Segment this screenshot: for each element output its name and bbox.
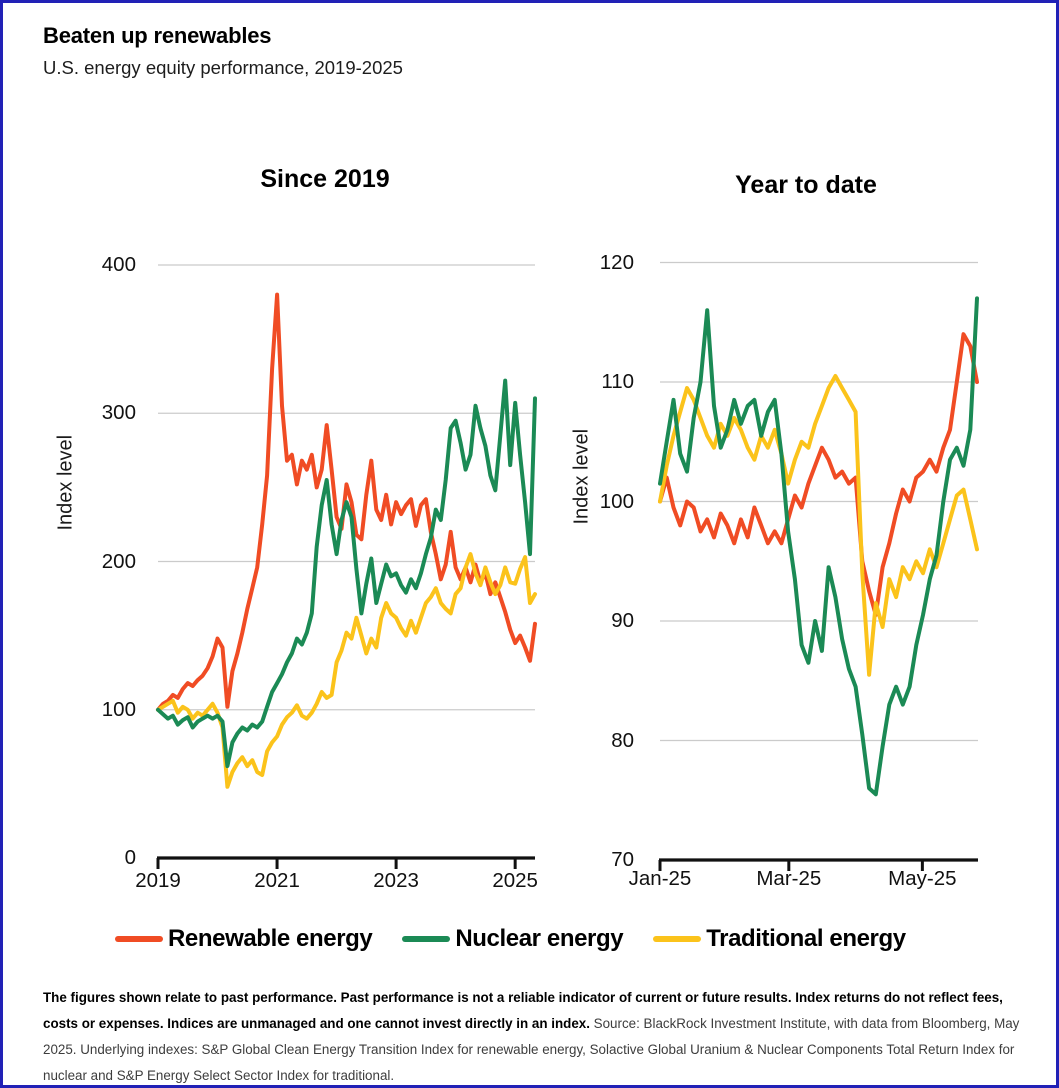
y-tick-label: 400 <box>101 253 136 276</box>
y-tick-label: 70 <box>611 848 634 871</box>
nuclear-energy-line <box>658 296 979 797</box>
y-tick-label: 90 <box>611 609 634 632</box>
renewable-line-swatch <box>115 936 163 942</box>
y-tick-label: 200 <box>101 549 136 573</box>
legend-label: Renewable energy <box>168 925 373 952</box>
left-y-axis-label: Index level <box>54 434 77 531</box>
traditional-energy-line <box>658 374 979 677</box>
legend-label: Nuclear energy <box>455 925 624 952</box>
y-tick-label: 100 <box>101 697 136 721</box>
x-tick-label: 2021 <box>254 869 300 892</box>
footnote-disclaimer: The figures shown relate to past perform… <box>43 990 1003 1032</box>
legend-item-nuclear: Nuclear energy <box>402 925 624 953</box>
x-tick-label: Mar-25 <box>756 867 822 890</box>
y-tick-label: 120 <box>599 250 634 274</box>
y-tick-label: 0 <box>124 846 136 869</box>
right-chart-title: Year to date <box>735 171 877 199</box>
legend-item-traditional: Traditional energy <box>653 925 906 953</box>
left-chart-title: Since 2019 <box>260 165 390 193</box>
renewable-energy-line <box>156 292 537 712</box>
page-subtitle: U.S. energy equity performance, 2019-202… <box>43 57 403 78</box>
page-title: Beaten up renewables <box>43 23 272 48</box>
charts-svg <box>156 261 979 871</box>
footnote: The figures shown relate to past perform… <box>43 985 1031 1085</box>
x-tick-label: 2019 <box>135 869 181 892</box>
legend: Renewable energy Nuclear energy Traditio… <box>115 925 906 953</box>
y-tick-label: 80 <box>611 728 634 752</box>
traditional-energy-line <box>156 552 537 789</box>
x-tick-label: May-25 <box>888 867 957 890</box>
x-tick-label: 2025 <box>492 869 538 892</box>
y-tick-label: 300 <box>101 401 136 425</box>
renewable-energy-line <box>658 332 979 617</box>
y-tick-label: 110 <box>601 370 634 393</box>
x-tick-label: Jan-25 <box>628 867 692 890</box>
footnote-source: Source: BlackRock Investment Institute, … <box>43 1016 1020 1084</box>
y-tick-label: 100 <box>599 489 634 513</box>
legend-item-renewable: Renewable energy <box>115 925 373 953</box>
nuclear-energy-line <box>156 378 537 769</box>
nuclear-line-swatch <box>402 936 451 942</box>
legend-label: Traditional energy <box>706 925 906 952</box>
x-tick-label: 2023 <box>373 869 419 892</box>
traditional-line-swatch <box>653 936 702 942</box>
